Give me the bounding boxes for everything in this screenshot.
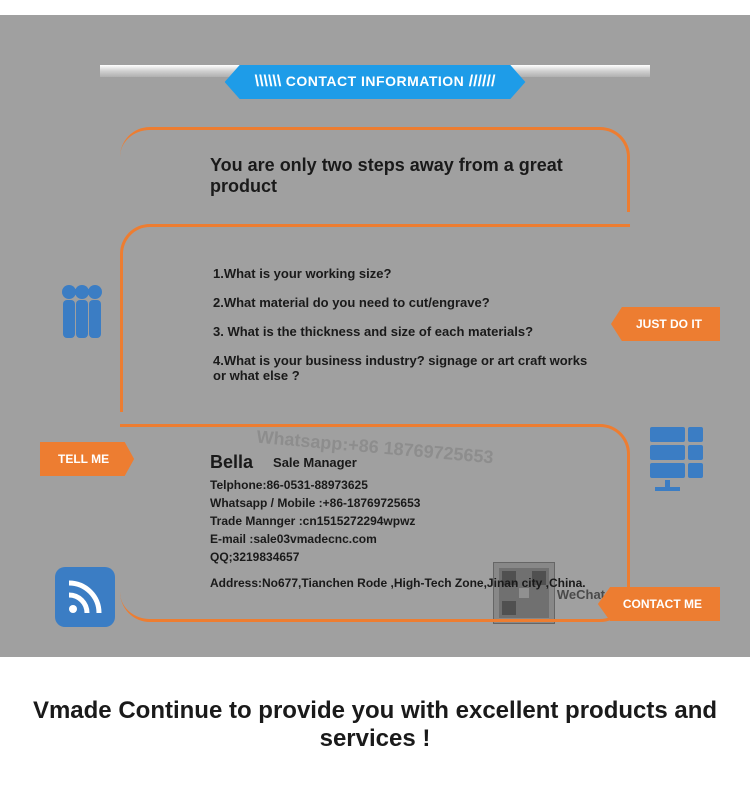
- contact-line: QQ;3219834657: [210, 550, 597, 564]
- tag-text: CONTACT ME: [623, 597, 702, 611]
- contact-me-tag: CONTACT ME: [598, 587, 720, 621]
- banner-title: CONTACT INFORMATION: [286, 73, 465, 89]
- contact-name: Bella: [210, 452, 253, 473]
- top-decoration: [0, 0, 750, 15]
- contact-role: Sale Manager: [273, 455, 357, 470]
- contact-line: Whatsapp / Mobile :+86-18769725653: [210, 496, 597, 510]
- tag-text: JUST DO IT: [636, 317, 702, 331]
- people-icon: [55, 282, 110, 347]
- question-list: 1.What is your working size? 2.What mate…: [213, 266, 600, 383]
- contact-line: Trade Mannger :cn1515272294wpwz: [210, 514, 597, 528]
- bottom-text: Vmade Continue to provide you with excel…: [20, 697, 730, 753]
- slashes-left: \\\\\\: [255, 73, 282, 90]
- question-item: 2.What material do you need to cut/engra…: [213, 295, 600, 310]
- flow-container: JUST DO IT TELL ME: [0, 127, 750, 622]
- bottom-section: Vmade Continue to provide you with excel…: [0, 657, 750, 793]
- question-item: 3. What is the thickness and size of eac…: [213, 324, 600, 339]
- main-container: \\\\\\ CONTACT INFORMATION ////// JUST D…: [0, 15, 750, 657]
- rss-icon: [55, 567, 115, 627]
- banner-badge: \\\\\\ CONTACT INFORMATION //////: [225, 65, 526, 99]
- just-do-it-tag: JUST DO IT: [611, 307, 720, 341]
- tag-text: TELL ME: [58, 452, 109, 466]
- slashes-right: //////: [469, 73, 496, 90]
- contact-line: E-mail :sale03vmadecnc.com: [210, 532, 597, 546]
- server-icon: [650, 427, 705, 497]
- contact-line: Telphone:86-0531-88973625: [210, 478, 597, 492]
- banner-section: \\\\\\ CONTACT INFORMATION //////: [0, 15, 750, 77]
- contact-line: Address:No677,Tianchen Rode ,High-Tech Z…: [210, 576, 597, 590]
- flow-box-2: 1.What is your working size? 2.What mate…: [120, 224, 630, 412]
- question-item: 1.What is your working size?: [213, 266, 600, 281]
- headline: You are only two steps away from a great…: [210, 155, 597, 197]
- contact-header: Bella Sale Manager: [210, 452, 597, 473]
- flow-box-1: You are only two steps away from a great…: [120, 127, 630, 212]
- tell-me-tag: TELL ME: [40, 442, 134, 476]
- flow-box-3: Bella Sale Manager Telphone:86-0531-8897…: [120, 424, 630, 622]
- question-item: 4.What is your business industry? signag…: [213, 353, 600, 383]
- contact-info: Bella Sale Manager Telphone:86-0531-8897…: [210, 452, 597, 590]
